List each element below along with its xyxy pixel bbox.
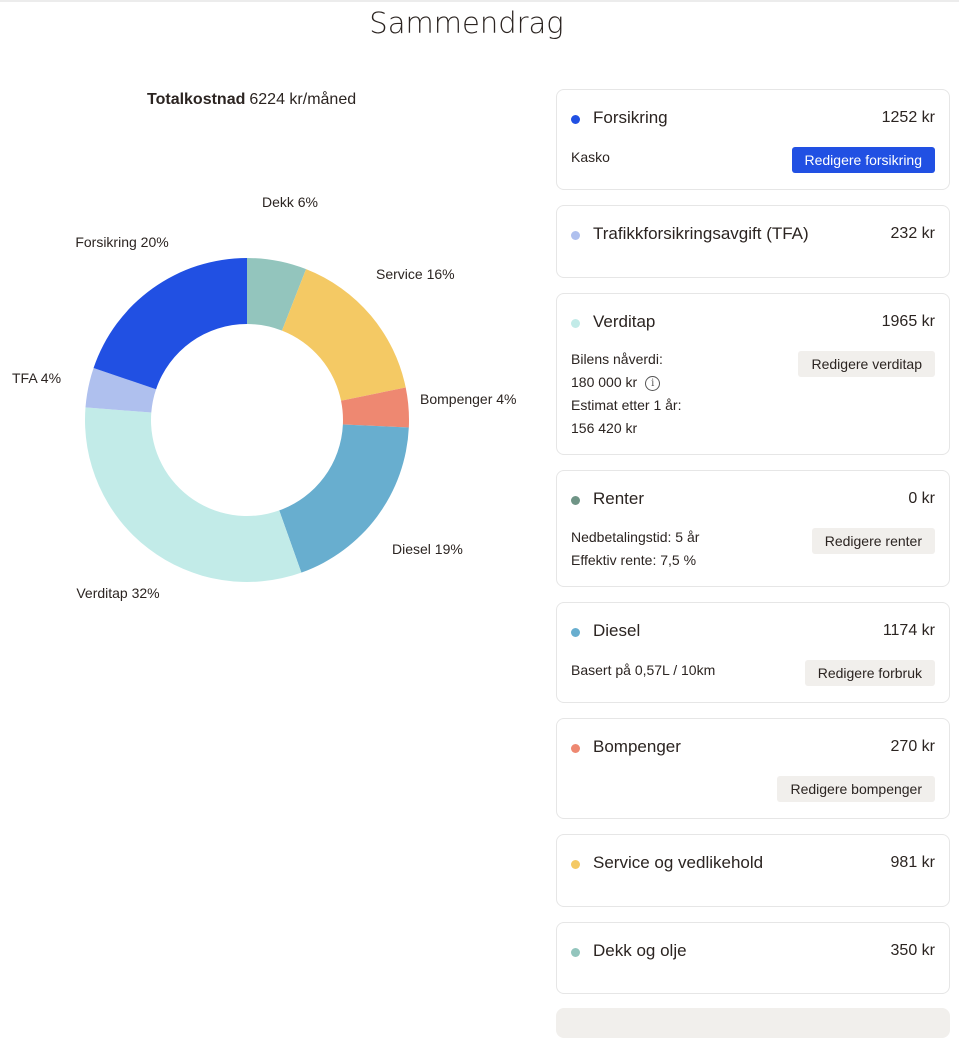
donut-slice bbox=[93, 258, 248, 390]
edit-interest-button[interactable]: Redigere renter bbox=[811, 528, 935, 554]
card-title: Service og vedlikehold bbox=[593, 853, 764, 872]
card-service: Service og vedlikehold 981 kr bbox=[556, 834, 950, 907]
donut-slice bbox=[341, 387, 409, 428]
card-tfa: Trafikkforsikringsavgift (TFA) 232 kr bbox=[556, 205, 950, 278]
card-amount: 350 kr bbox=[890, 942, 935, 959]
slice-label: Bompenger 4% bbox=[420, 391, 517, 407]
card-amount: 1174 kr bbox=[882, 622, 935, 639]
slice-label: Diesel 19% bbox=[392, 541, 463, 557]
card-title: Trafikkforsikringsavgift (TFA) bbox=[593, 224, 809, 243]
donut-slice bbox=[247, 258, 307, 331]
top-divider bbox=[0, 0, 959, 2]
donut-slice bbox=[282, 269, 406, 401]
slice-label: Service 16% bbox=[376, 266, 455, 282]
bompenger-dot bbox=[571, 744, 580, 753]
slice-label: Dekk 6% bbox=[262, 194, 318, 210]
diesel-dot bbox=[571, 628, 580, 637]
total-cost: Totalkostnad 6224 kr/måned bbox=[147, 91, 356, 109]
card-amount: 0 kr bbox=[908, 490, 935, 507]
card-amount: 1252 kr bbox=[881, 109, 935, 126]
insurance-type: Kasko bbox=[571, 149, 610, 165]
tfa-dot bbox=[571, 231, 580, 240]
card-amount: 232 kr bbox=[890, 225, 935, 242]
card-verditap: Verditap 1965 kr Bilens nåverdi: 180 000… bbox=[556, 293, 950, 455]
vehicle-value-info: Bilens nåverdi: 180 000 kr i Estimat ette… bbox=[571, 348, 681, 440]
estimate-label: Estimat etter 1 år: bbox=[571, 397, 682, 413]
card-title: Diesel bbox=[593, 621, 641, 640]
dekk-dot bbox=[571, 948, 580, 957]
renter-dot bbox=[571, 496, 580, 505]
effective-rate: Effektiv rente: 7,5 % bbox=[571, 552, 697, 568]
edit-insurance-button[interactable]: Redigere forsikring bbox=[791, 147, 935, 173]
edit-tolls-button[interactable]: Redigere bompenger bbox=[777, 776, 935, 802]
card-title: Renter bbox=[593, 489, 645, 508]
edit-depreciation-button[interactable]: Redigere verditap bbox=[798, 351, 935, 377]
forsikring-dot bbox=[571, 115, 580, 124]
current-value-row: 180 000 kr i bbox=[571, 371, 681, 394]
total-card-partial bbox=[556, 1008, 950, 1038]
card-title: Bompenger bbox=[593, 737, 681, 756]
card-amount: 1965 kr bbox=[881, 313, 935, 330]
card-renter: Renter 0 kr Nedbetalingstid: 5 år Effekt… bbox=[556, 470, 950, 587]
total-cost-label: Totalkostnad bbox=[147, 91, 246, 108]
card-diesel: Diesel 1174 kr Basert på 0,57L / 10km Re… bbox=[556, 602, 950, 703]
card-dekk: Dekk og olje 350 kr bbox=[556, 922, 950, 994]
card-amount: 270 kr bbox=[890, 738, 935, 755]
page-title: Sammendrag bbox=[369, 6, 564, 40]
card-title: Verditap bbox=[593, 312, 656, 331]
estimate-value: 156 420 kr bbox=[571, 420, 638, 436]
card-title: Forsikring bbox=[593, 108, 668, 127]
donut-slice bbox=[279, 424, 409, 573]
loan-info: Nedbetalingstid: 5 år Effektiv rente: 7,… bbox=[571, 526, 699, 572]
info-circle-icon[interactable]: i bbox=[645, 375, 661, 391]
edit-consumption-button[interactable]: Redigere forbruk bbox=[804, 660, 935, 686]
card-amount: 981 kr bbox=[890, 854, 935, 871]
repayment-period: Nedbetalingstid: 5 år bbox=[571, 529, 700, 545]
card-title: Dekk og olje bbox=[593, 941, 687, 960]
donut-slice bbox=[85, 407, 302, 582]
cost-donut-chart: Dekk 6% Service 16% Bompenger 4% Diesel 19%… bbox=[12, 194, 517, 601]
card-bompenger: Bompenger 270 kr Redigere bompenger bbox=[556, 718, 950, 819]
slice-label: Forsikring 20% bbox=[75, 234, 168, 250]
donut-slice bbox=[85, 368, 157, 413]
verditap-dot bbox=[571, 319, 580, 328]
consumption-info: Basert på 0,57L / 10km bbox=[571, 662, 716, 678]
service-dot bbox=[571, 860, 580, 869]
slice-label: Verditap 32% bbox=[76, 585, 159, 601]
total-cost-value: 6224 kr/måned bbox=[249, 91, 357, 108]
card-forsikring: Forsikring 1252 kr Kasko Redigere forsik… bbox=[556, 89, 950, 190]
current-value-label: Bilens nåverdi: bbox=[571, 351, 663, 367]
current-value: 180 000 kr bbox=[571, 374, 638, 390]
slice-label: TFA 4% bbox=[12, 370, 61, 386]
